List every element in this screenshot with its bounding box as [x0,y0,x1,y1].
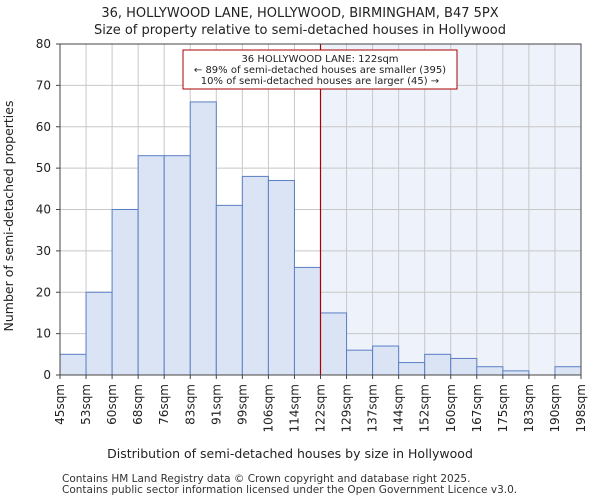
x-tick-label: 167sqm [470,384,484,432]
annotation-line-3: 10% of semi-detached houses are larger (… [201,76,439,87]
bar-167sqm [476,366,504,376]
y-tick-label: 60 [36,120,51,134]
chart-title: 36, HOLLYWOOD LANE, HOLLYWOOD, BIRMINGHA… [101,6,498,21]
y-tick-label: 20 [36,285,51,299]
x-tick-label: 144sqm [392,384,406,432]
y-axis-label: Number of semi-detached properties [1,101,16,332]
y-tick-label: 10 [36,327,51,341]
x-tick-label: 91sqm [209,384,223,425]
bar-129sqm [346,349,374,376]
bar-190sqm [554,366,582,376]
x-tick-label: 45sqm [53,384,67,425]
annotation-frame [182,49,458,90]
y-tick-label: 70 [36,78,51,92]
x-tick-label: 122sqm [314,384,328,432]
y-tick-label: 30 [36,244,51,258]
x-tick-label: 106sqm [261,384,275,432]
bar-53sqm [85,291,113,376]
bar-122sqm [320,312,348,376]
bar-175sqm [502,370,530,376]
x-tick-label: 198sqm [574,384,588,432]
x-tick-label: 76sqm [157,384,171,425]
x-axis-label: Distribution of semi-detached houses by … [107,446,473,461]
x-tick-label: 137sqm [366,384,380,432]
bar-144sqm [398,362,426,376]
x-tick-label: 60sqm [105,384,119,425]
bars [59,101,582,376]
annotation-line-1: 36 HOLLYWOOD LANE: 122sqm [241,54,398,65]
bar-99sqm [241,175,269,376]
bar-160sqm [450,357,478,376]
bar-60sqm [111,209,139,376]
x-tick-label: 152sqm [418,384,432,432]
y-tick-label: 50 [36,161,51,175]
x-axis-ticks: 45sqm 53sqm 60sqm 68sqm 76sqm 83sqm 91sqm 99sqm… [53,375,588,432]
x-tick-label: 190sqm [548,384,562,432]
x-tick-label: 175sqm [496,384,510,432]
x-tick-label: 68sqm [131,384,145,425]
bar-137sqm [372,345,400,376]
x-tick-label: 53sqm [79,384,93,425]
annotation-box: 36 HOLLYWOOD LANE: 122sqm ← 89% of semi-… [182,49,458,90]
x-tick-label: 114sqm [287,384,301,432]
x-tick-label: 160sqm [444,384,458,432]
footer-copyright: Contains HM Land Registry data © Crown c… [62,473,471,485]
bar-68sqm [137,155,165,376]
footer-licence: Contains public sector information licen… [62,484,518,496]
y-tick-label: 80 [36,37,51,51]
bar-114sqm [293,266,322,376]
bar-106sqm [267,180,295,376]
x-tick-label: 99sqm [235,384,249,425]
x-tick-label: 83sqm [183,384,197,425]
bar-91sqm [215,204,243,376]
bar-76sqm [163,155,191,376]
x-tick-label: 183sqm [522,384,536,432]
bar-152sqm [424,353,452,376]
bar-45sqm [59,353,87,376]
bar-83sqm [189,101,217,376]
y-tick-label: 40 [36,203,51,217]
x-tick-label: 129sqm [340,384,354,432]
y-tick-label: 0 [43,368,51,382]
y-axis-ticks: 0 10 20 30 40 50 60 70 80 [36,37,60,382]
annotation-line-2: ← 89% of semi-detached houses are smalle… [194,65,446,76]
chart-subtitle: Size of property relative to semi-detach… [94,23,506,38]
